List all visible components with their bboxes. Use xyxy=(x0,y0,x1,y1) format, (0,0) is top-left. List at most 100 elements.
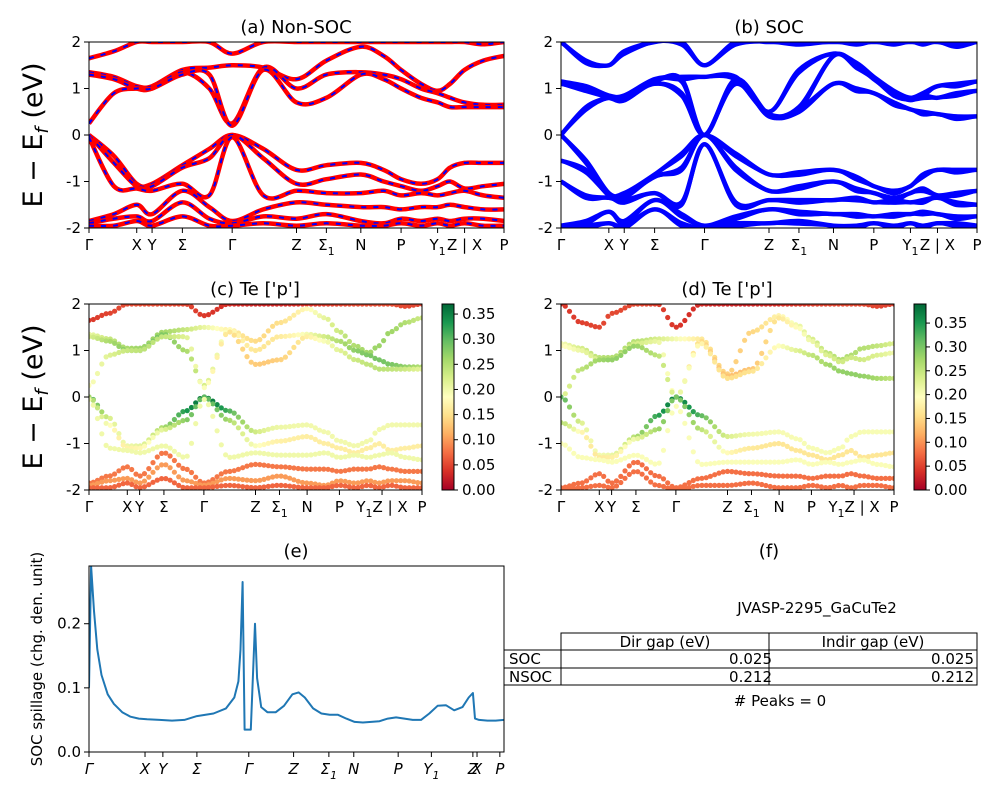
projected-band-point xyxy=(870,482,876,488)
projected-band-point xyxy=(159,462,165,468)
projected-band-point xyxy=(398,422,404,428)
projected-band-point xyxy=(831,483,837,490)
projected-band-point xyxy=(818,455,825,461)
projected-band-point xyxy=(287,452,293,458)
projected-band-point xyxy=(129,481,135,487)
projected-band-point xyxy=(754,304,760,307)
projected-band-point xyxy=(626,304,632,309)
x-tick-label: X xyxy=(122,498,132,516)
projected-band-point xyxy=(363,478,370,484)
projected-band-point xyxy=(146,343,152,349)
projected-band-point xyxy=(840,369,846,375)
projected-band-point xyxy=(823,304,829,307)
projected-band-point xyxy=(112,471,118,477)
projected-band-point xyxy=(648,479,654,485)
projected-band-point xyxy=(660,336,667,342)
panel-d-colorbar: 0.35 0.30 0.25 0.20 0.15 0.10 0.05 0.00 xyxy=(913,303,967,499)
x-tick-label: Γ xyxy=(228,236,237,254)
projected-band-point xyxy=(814,446,820,453)
projected-band-point xyxy=(707,473,714,479)
projected-band-point xyxy=(844,484,850,490)
projected-band-point xyxy=(566,308,573,314)
projected-band-point xyxy=(639,434,645,440)
projected-band-point xyxy=(342,483,348,489)
projected-band-point xyxy=(729,367,735,373)
projected-band-point xyxy=(874,475,880,481)
projected-band-point xyxy=(609,310,615,316)
projected-band-point xyxy=(368,478,374,484)
projected-band-point xyxy=(363,445,370,452)
projected-band-point xyxy=(398,322,404,328)
projected-band-point xyxy=(385,466,391,472)
projected-band-point xyxy=(724,433,731,440)
projected-band-point xyxy=(806,475,812,481)
projected-band-point xyxy=(584,484,590,490)
y-tick-label: 1 xyxy=(543,342,553,360)
projected-band-point xyxy=(287,333,293,339)
projected-band-point xyxy=(244,354,250,360)
x-tick-label: P xyxy=(499,236,508,254)
y-tick-label: 0.2 xyxy=(57,615,81,633)
projected-band-point xyxy=(99,431,105,437)
projected-band-point xyxy=(596,482,603,488)
projected-band-point xyxy=(299,434,306,440)
projected-band-point xyxy=(359,359,365,365)
y-tick-label: 0.0 xyxy=(57,743,81,761)
projected-band-point xyxy=(312,481,318,487)
projected-band-point xyxy=(857,373,863,379)
projected-band-point xyxy=(759,481,765,488)
projected-band-point xyxy=(759,459,765,465)
projected-band-point xyxy=(844,437,850,443)
x-tick-label: Y xyxy=(158,760,169,778)
projected-band-point xyxy=(571,485,577,490)
projected-band-point xyxy=(419,485,422,490)
x-tick-label: X xyxy=(594,498,604,516)
projected-band-point xyxy=(682,317,688,324)
projected-band-point xyxy=(699,413,705,419)
projected-band-point xyxy=(261,462,267,468)
projected-band-point xyxy=(639,340,645,346)
projected-band-point xyxy=(274,320,280,326)
projected-band-point xyxy=(167,334,173,340)
spillage-line xyxy=(89,566,504,731)
projected-band-point xyxy=(227,454,233,460)
projected-band-point xyxy=(840,473,846,479)
x-tick-label: Z xyxy=(250,498,260,516)
projected-band-point xyxy=(116,476,122,482)
projected-band-point xyxy=(167,465,173,471)
projected-band-point xyxy=(682,403,688,410)
projected-band-point xyxy=(201,396,207,402)
projected-band-point xyxy=(831,454,837,460)
projected-band-point xyxy=(703,461,709,467)
projected-band-point xyxy=(167,425,173,431)
projected-band-point xyxy=(329,433,335,439)
projected-band-point xyxy=(287,483,293,489)
projected-band-point xyxy=(116,431,122,437)
projected-band-point xyxy=(133,304,139,307)
projected-band-point xyxy=(677,397,684,403)
projected-band-point xyxy=(415,366,421,372)
projected-band-point xyxy=(248,441,254,447)
x-tick-label: Y1 xyxy=(901,236,918,258)
projected-band-point xyxy=(720,459,726,465)
projected-band-point xyxy=(99,475,105,481)
projected-band-point xyxy=(677,487,684,490)
projected-band-point xyxy=(613,478,620,484)
projected-band-point xyxy=(579,480,585,486)
projected-band-point xyxy=(381,338,387,344)
projected-band-point xyxy=(231,332,237,338)
projected-band-point xyxy=(372,479,378,485)
projected-band-point xyxy=(171,339,177,345)
projected-band-point xyxy=(90,334,96,340)
projected-band-point xyxy=(389,304,395,307)
projected-band-point xyxy=(159,476,165,482)
projected-band-point xyxy=(393,366,399,372)
projected-band-point xyxy=(882,342,889,348)
projected-band-point xyxy=(150,304,156,307)
projected-band-point xyxy=(823,361,829,367)
projected-band-point xyxy=(346,354,352,360)
projected-band-point xyxy=(274,464,280,470)
projected-band-point xyxy=(103,414,109,420)
projected-band-point xyxy=(150,339,156,345)
projected-band-point xyxy=(154,336,160,342)
